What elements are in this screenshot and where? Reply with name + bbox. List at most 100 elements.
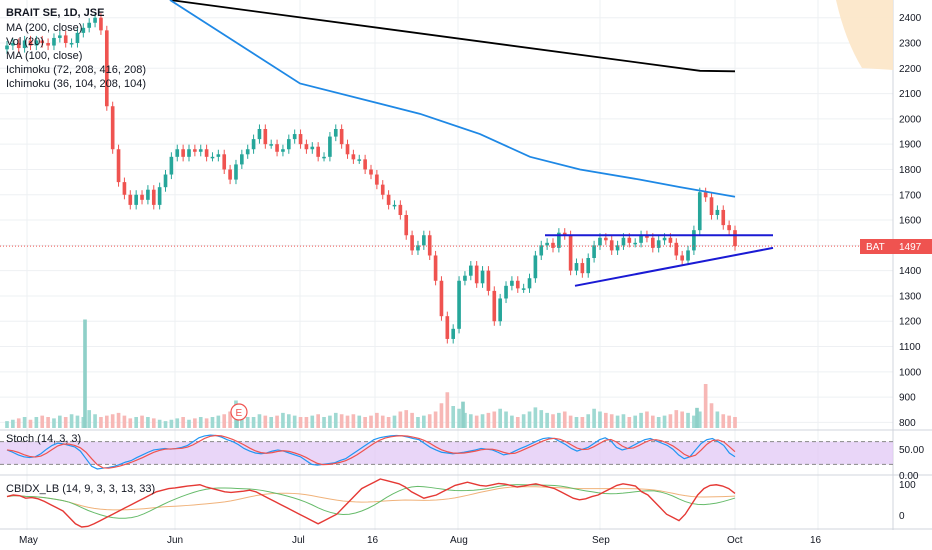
candle-body-112[interactable] [662, 237, 667, 241]
candle-body-84[interactable] [498, 298, 502, 322]
candle-body-23[interactable] [140, 194, 144, 200]
candle-body-45[interactable] [269, 144, 274, 146]
candle-body-105[interactable] [621, 237, 626, 246]
candle-body-46[interactable] [275, 144, 279, 152]
candle-body-57[interactable] [339, 129, 344, 145]
candle-body-12[interactable] [75, 32, 80, 43]
candle-body-116[interactable] [686, 250, 690, 261]
event-circle[interactable] [230, 403, 248, 421]
candle-body-1[interactable] [11, 43, 15, 46]
candle-body-80[interactable] [474, 265, 479, 284]
event-marker[interactable]: E [230, 403, 248, 421]
candle-body-97[interactable] [574, 263, 579, 271]
candle-body-118[interactable] [697, 192, 702, 231]
candle-body-0[interactable] [5, 45, 9, 50]
candle-body-42[interactable] [251, 139, 256, 150]
candle-body-100[interactable] [592, 245, 596, 258]
candle-body-5[interactable] [34, 40, 39, 46]
candle-body-27[interactable] [163, 174, 168, 188]
candle-body-10[interactable] [63, 35, 68, 43]
candle-body-54[interactable] [322, 156, 326, 159]
candle-body-91[interactable] [539, 245, 544, 256]
candle-body-26[interactable] [157, 187, 162, 205]
candle-body-18[interactable] [110, 106, 115, 150]
candle-body-22[interactable] [134, 194, 138, 205]
candle-body-85[interactable] [504, 285, 508, 299]
candle-body-21[interactable] [128, 194, 133, 205]
candle-body-36[interactable] [216, 154, 221, 157]
candle-body-114[interactable] [674, 242, 679, 256]
candle-body-61[interactable] [363, 159, 367, 170]
candle-body-110[interactable] [650, 237, 655, 248]
candle-body-13[interactable] [81, 27, 86, 33]
candle-body-14[interactable] [87, 22, 92, 28]
candle-body-56[interactable] [333, 129, 338, 137]
candle-body-24[interactable] [146, 189, 150, 200]
candle-body-2[interactable] [16, 43, 21, 49]
candle-body-49[interactable] [292, 134, 297, 140]
candle-body-67[interactable] [398, 204, 403, 215]
candle-body-115[interactable] [680, 255, 684, 261]
candle-body-89[interactable] [527, 278, 532, 289]
candle-body-47[interactable] [281, 149, 285, 152]
candle-body-6[interactable] [40, 40, 45, 43]
candle-body-28[interactable] [169, 156, 174, 175]
candle-body-82[interactable] [486, 270, 491, 291]
candle-body-87[interactable] [515, 280, 520, 289]
candle-body-103[interactable] [609, 240, 614, 251]
candle-body-11[interactable] [69, 43, 74, 45]
candle-body-94[interactable] [557, 232, 561, 248]
candle-body-88[interactable] [521, 288, 526, 290]
candle-body-25[interactable] [151, 189, 156, 205]
candle-body-20[interactable] [122, 182, 127, 195]
candle-body-37[interactable] [222, 154, 227, 170]
candle-body-35[interactable] [210, 156, 215, 159]
candle-body-32[interactable] [193, 149, 197, 152]
candle-body-38[interactable] [228, 169, 232, 180]
candle-body-3[interactable] [22, 40, 27, 49]
candle-body-65[interactable] [386, 194, 391, 205]
candle-body-76[interactable] [451, 328, 456, 339]
candle-body-108[interactable] [639, 235, 643, 243]
candle-body-58[interactable] [345, 144, 350, 155]
candle-body-7[interactable] [46, 43, 50, 46]
candle-body-39[interactable] [234, 164, 238, 180]
candle-body-98[interactable] [580, 263, 585, 274]
candle-body-104[interactable] [615, 245, 620, 251]
candle-body-73[interactable] [433, 255, 438, 281]
candle-body-40[interactable] [240, 154, 244, 165]
candle-body-30[interactable] [181, 149, 185, 157]
candle-body-15[interactable] [93, 17, 97, 23]
candle-body-41[interactable] [245, 149, 250, 155]
candle-body-86[interactable] [510, 280, 514, 286]
candle-body-34[interactable] [204, 149, 209, 157]
candle-body-106[interactable] [627, 237, 632, 243]
candle-body-79[interactable] [468, 265, 473, 276]
candle-body-63[interactable] [375, 174, 379, 185]
candle-body-55[interactable] [328, 136, 332, 157]
candle-body-95[interactable] [562, 232, 567, 236]
candle-body-111[interactable] [656, 240, 661, 248]
candle-body-51[interactable] [304, 144, 309, 150]
candle-body-17[interactable] [104, 30, 109, 107]
candle-body-81[interactable] [480, 270, 485, 284]
candle-body-53[interactable] [316, 146, 320, 157]
candle-body-107[interactable] [633, 242, 638, 245]
candle-body-60[interactable] [357, 159, 362, 161]
candle-body-74[interactable] [439, 280, 444, 317]
candle-body-68[interactable] [404, 215, 409, 236]
candle-body-8[interactable] [52, 37, 56, 46]
candle-body-102[interactable] [604, 237, 608, 241]
candle-body-64[interactable] [380, 184, 385, 195]
candle-body-77[interactable] [457, 280, 461, 329]
candle-body-121[interactable] [715, 209, 720, 215]
candle-body-113[interactable] [668, 237, 673, 243]
candle-body-122[interactable] [721, 209, 726, 226]
candle-body-93[interactable] [551, 242, 555, 248]
candle-body-9[interactable] [58, 35, 62, 38]
candle-body-33[interactable] [198, 149, 203, 152]
candle-body-72[interactable] [427, 235, 432, 256]
candle-body-52[interactable] [310, 146, 315, 150]
